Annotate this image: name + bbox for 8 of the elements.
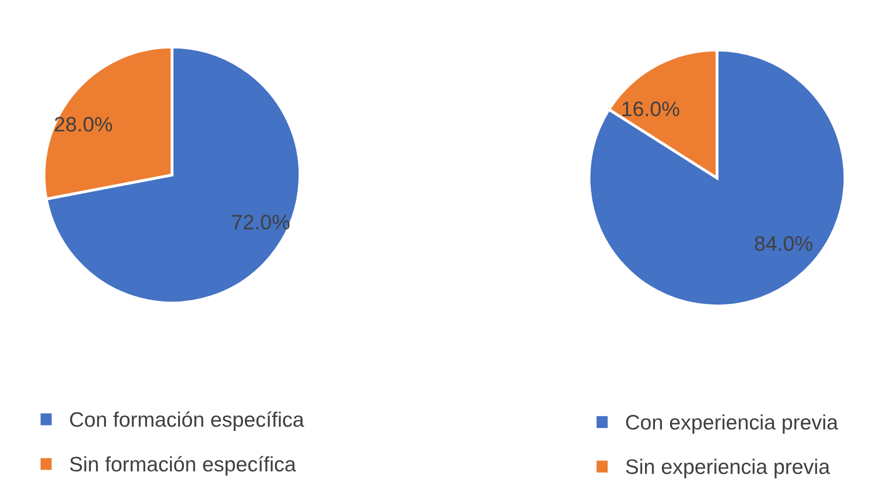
data-label: 16.0%	[622, 102, 680, 116]
data-label: 84.0%	[754, 236, 812, 251]
legend-label: Con formación específica	[70, 411, 304, 432]
data-label: 72.0%	[232, 214, 290, 230]
data-label: 28.0%	[54, 116, 112, 132]
legend-label: Sin experiencia previa	[626, 458, 830, 478]
legend-label: Con experiencia previa	[626, 414, 838, 434]
legend-label: Sin formación específica	[70, 456, 296, 476]
